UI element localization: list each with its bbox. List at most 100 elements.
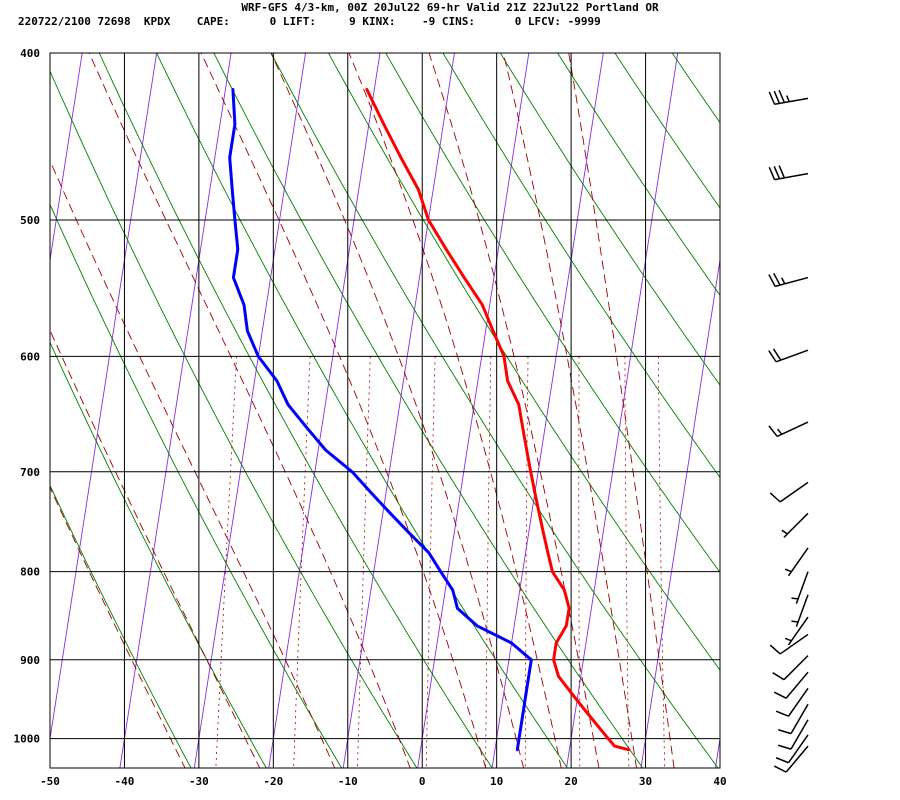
- dry-adiabat-line: [270, 53, 719, 768]
- isotherm-line: [491, 53, 604, 768]
- wind-barb-half-flag: [791, 597, 799, 600]
- moist-adiabat-line: [50, 329, 261, 768]
- moist-adiabat-line: [348, 53, 562, 768]
- wind-barb-staff: [785, 745, 809, 773]
- pressure-tick-label: 700: [20, 466, 40, 479]
- wind-barb-flag: [773, 90, 781, 104]
- wind-barb-flag: [778, 165, 786, 179]
- dry-adiabat-line: [50, 341, 267, 768]
- pressure-tick-label: 1000: [14, 733, 41, 746]
- wind-barb-half-flag: [785, 95, 790, 102]
- pressure-tick-label: 500: [20, 214, 40, 227]
- dry-adiabat-line: [213, 53, 644, 768]
- dewpoint-trace: [228, 88, 533, 752]
- wind-barb: [784, 547, 809, 577]
- pressure-tick-label: 600: [20, 350, 40, 363]
- temperature-tick-label: -10: [338, 775, 358, 788]
- wind-barb-staff: [785, 671, 809, 699]
- isotherm-line: [714, 735, 720, 768]
- wind-barb-flag: [768, 274, 776, 287]
- temperature-tick-label: -30: [189, 775, 209, 788]
- wind-barb-flag: [775, 757, 789, 764]
- isotherm-line: [566, 53, 679, 768]
- temperature-tick-label: 10: [490, 775, 503, 788]
- sounding-traces: [228, 88, 631, 752]
- wind-barb: [768, 272, 809, 288]
- isotherm-line: [268, 53, 381, 768]
- wind-barb-flag: [769, 644, 781, 655]
- wind-barb-flag: [773, 765, 787, 773]
- mixing-ratio-line: [425, 356, 436, 768]
- temperature-tick-label: 30: [639, 775, 652, 788]
- mixing-ratio-line: [215, 356, 237, 768]
- wind-barb-flag: [773, 166, 781, 180]
- dry-adiabat-line: [703, 15, 900, 783]
- wind-barb: [768, 165, 809, 181]
- dry-adiabat-line: [442, 53, 720, 479]
- temperature-tick-label: 40: [713, 775, 726, 788]
- wind-barb-flag: [768, 91, 776, 105]
- temperature-tick-label: -40: [115, 775, 135, 788]
- dry-adiabat-line: [156, 53, 568, 768]
- dry-adiabat-line: [557, 53, 720, 297]
- temperature-tick-label: 20: [564, 775, 577, 788]
- wind-barb: [768, 348, 809, 363]
- isotherm-line: [50, 53, 83, 263]
- isotherm-line: [50, 53, 158, 742]
- moist-adiabat-line: [88, 53, 411, 768]
- wind-barb-staff: [787, 547, 809, 577]
- moist-adiabat-line: [568, 53, 675, 768]
- wind-barb: [768, 421, 809, 438]
- dry-adiabat-line: [50, 484, 192, 768]
- wind-barb-staff: [795, 571, 809, 604]
- moist-adiabat-line: [50, 159, 336, 768]
- moist-adiabat-line: [502, 53, 637, 768]
- isotherm-line: [640, 257, 720, 768]
- wind-barb-flag: [768, 167, 776, 180]
- wind-barb-half-flag: [791, 620, 799, 623]
- wind-barb-flag: [768, 350, 777, 363]
- wind-barb: [772, 655, 809, 681]
- wind-barb-staff: [774, 276, 809, 288]
- wind-barb: [769, 481, 809, 503]
- isotherm-line: [417, 53, 530, 768]
- wind-barb: [791, 571, 809, 604]
- axis-labels: 400 500 600 700 800 900 1000 -50 -40 -30 -20 -10 0 10…: [14, 47, 727, 788]
- wind-barb-staff: [787, 687, 809, 717]
- dry-adiabat-line: [327, 53, 720, 671]
- wind-barb-staff: [776, 421, 809, 438]
- wind-barb: [775, 734, 809, 764]
- wind-barb-half-flag: [784, 637, 792, 642]
- wind-barb: [769, 633, 809, 655]
- wind-barb-half-flag: [777, 428, 783, 435]
- pressure-tick-label: 900: [20, 654, 40, 667]
- wind-barb-staff: [779, 481, 809, 503]
- temperature-tick-label: 0: [419, 775, 426, 788]
- moist-adiabat-line: [270, 53, 525, 768]
- wind-barb-staff: [795, 594, 809, 627]
- wind-barb-half-flag: [781, 277, 786, 285]
- pressure-tick-label: 400: [20, 47, 40, 60]
- wind-barb: [778, 703, 809, 735]
- moist-adiabat-line: [200, 53, 487, 768]
- dry-adiabat-line: [98, 53, 493, 768]
- wind-barb: [784, 616, 809, 646]
- pressure-grid: [49, 52, 721, 769]
- mixing-ratio-line: [485, 356, 492, 768]
- wind-barb-staff: [790, 703, 809, 735]
- isotherm-line: [0, 15, 14, 783]
- moist-adiabat-line: [50, 486, 186, 768]
- wind-barb-flag: [778, 89, 786, 103]
- mixing-ratio-line: [524, 356, 529, 768]
- mixing-ratio-line: [578, 356, 581, 768]
- wind-barb: [768, 89, 809, 106]
- wind-barb-staff: [787, 616, 809, 646]
- dry-adiabat-line: [50, 70, 418, 768]
- wind-barb: [773, 671, 809, 699]
- dry-adiabat-line: [499, 53, 720, 386]
- wind-barb-flag: [772, 348, 782, 361]
- wind-barb-staff: [779, 633, 809, 655]
- moist-adiabat-line: [428, 53, 600, 768]
- chart-title: WRF-GFS 4/3-km, 00Z 20Jul22 69-hr Valid …: [241, 1, 659, 14]
- dry-adiabat-line: [671, 53, 720, 124]
